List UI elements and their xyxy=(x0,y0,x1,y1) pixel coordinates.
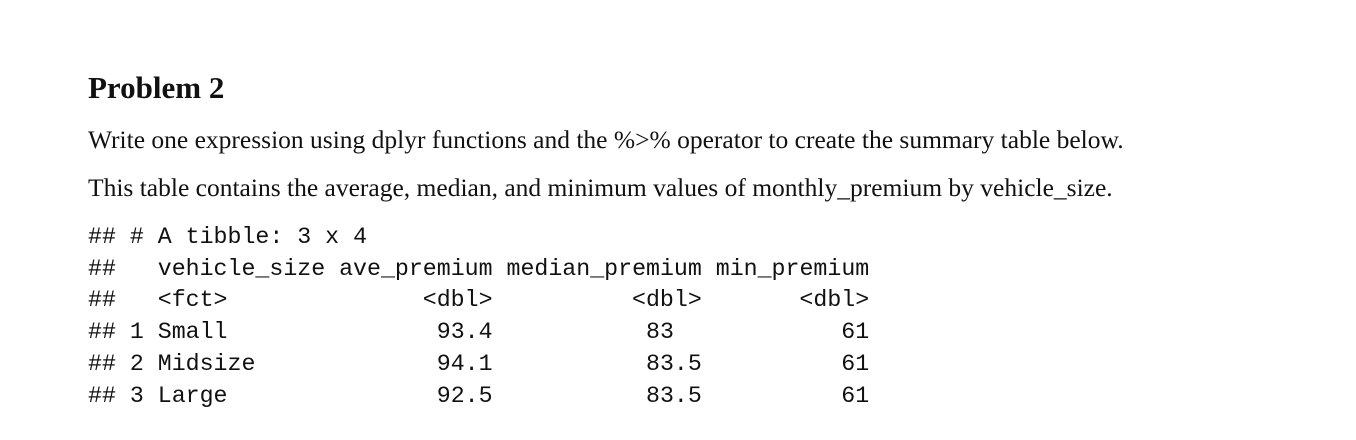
cell: 83.5 xyxy=(646,382,702,409)
column-header: median_premium xyxy=(506,255,702,282)
line-prefix: ## xyxy=(88,350,116,377)
line-prefix: ## xyxy=(88,382,116,409)
cell: 61 xyxy=(841,319,870,346)
line-prefix: ## xyxy=(88,319,116,346)
line-prefix: ## xyxy=(88,255,116,282)
column-header: ave_premium xyxy=(339,255,493,282)
row-index: 2 xyxy=(129,350,144,377)
cell: Large xyxy=(157,382,228,409)
cell: 93.4 xyxy=(436,319,493,346)
heading: Problem 2 xyxy=(88,70,225,105)
column-header: min_premium xyxy=(715,255,870,282)
cell: 61 xyxy=(841,350,870,377)
row-index: 1 xyxy=(129,319,144,346)
cell: Midsize xyxy=(157,350,256,377)
column-type: <dbl> xyxy=(632,287,702,314)
cell: 94.1 xyxy=(436,350,493,377)
line-prefix: ## xyxy=(88,224,116,250)
column-type: <dbl> xyxy=(799,287,870,314)
paragraph: Write one expression using dplyr functio… xyxy=(88,125,1124,154)
cell: 83.5 xyxy=(646,350,702,377)
cell: 92.5 xyxy=(436,382,493,409)
row-index: 3 xyxy=(129,382,144,409)
column-type: <dbl> xyxy=(422,287,493,314)
line-prefix: ## xyxy=(88,287,116,314)
cell: 61 xyxy=(841,382,870,409)
column-header: vehicle_size xyxy=(157,255,326,282)
cell: Small xyxy=(157,319,228,346)
cell: 83 xyxy=(646,319,674,346)
column-type: <fct> xyxy=(157,287,228,314)
paragraph: This table contains the average, median,… xyxy=(88,173,1113,202)
caption: # A tibble: 3 x 4 xyxy=(129,224,368,250)
